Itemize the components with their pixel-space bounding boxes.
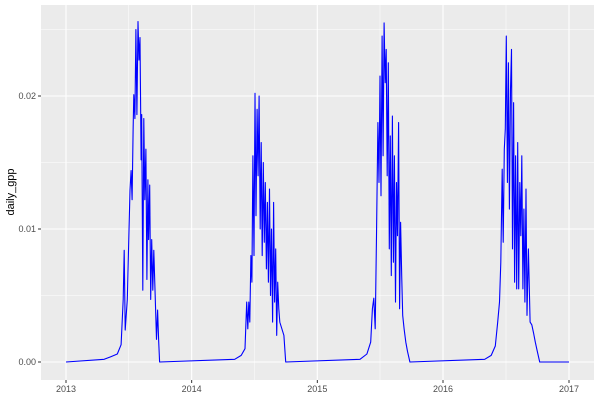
y-axis-label: daily_gpp [5, 168, 17, 215]
y-axis: 0.00 0.01 0.02 [18, 91, 36, 367]
x-tick-label: 2017 [559, 384, 579, 394]
y-tick-label: 0.01 [18, 224, 36, 234]
series-line [65, 20, 569, 363]
y-tick-label: 0.00 [18, 357, 36, 367]
x-tick-label: 2014 [182, 384, 202, 394]
y-tick-label: 0.02 [18, 91, 36, 101]
x-tick-label: 2013 [56, 384, 76, 394]
x-axis: 2013 2014 2015 2016 2017 [56, 384, 579, 394]
x-tick-label: 2015 [307, 384, 327, 394]
x-tick-label: 2016 [433, 384, 453, 394]
